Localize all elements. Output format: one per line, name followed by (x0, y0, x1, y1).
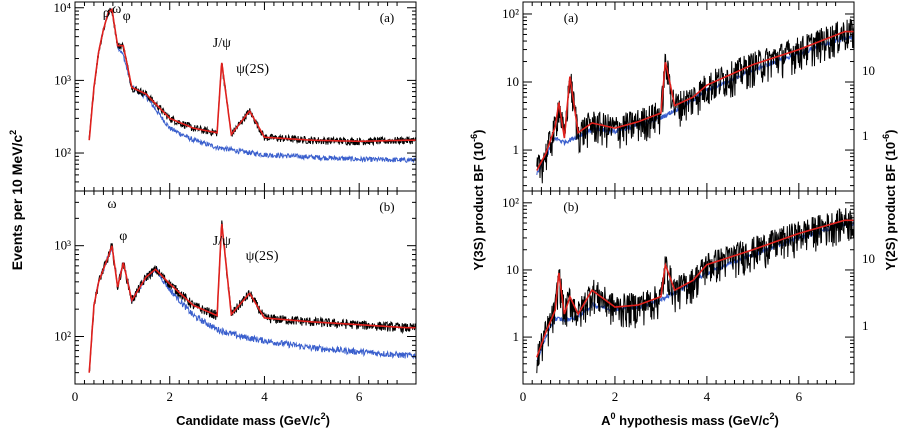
right-y-axis-title-3s: Υ(3S) product BF (10-6) (469, 130, 486, 271)
panel-frame (74, 1, 417, 192)
plot-area (536, 208, 854, 374)
peak-label: J/ψ (213, 234, 231, 249)
panel-label: (a) (564, 10, 578, 25)
fit-series (88, 7, 416, 143)
y2-tick-label: 10 (862, 63, 875, 78)
panel-label: (b) (379, 199, 394, 214)
peak-label: φ (123, 9, 131, 24)
background-series (88, 8, 416, 163)
right-x-axis-title: A0 hypothesis mass (GeV/c2) (601, 411, 779, 428)
left-y-axis-title: Events per 10 MeV/c2 (8, 130, 25, 270)
panel-4: 0 2 4 6 1 10 10² 1 10 (b) (502, 190, 875, 404)
panel-frame (74, 190, 417, 385)
y-tick-label: 10² (54, 329, 71, 344)
panel-label: (a) (380, 10, 394, 25)
y-tick-label: 10³ (54, 238, 71, 253)
peak-label: ω (112, 2, 121, 17)
peak-label: ψ(2S) (236, 62, 269, 77)
y-tick-label: 10 (506, 74, 519, 89)
x-tick-label: 6 (796, 389, 803, 404)
background-series (88, 246, 416, 372)
right-y-axis-title-2s: Υ(2S) product BF (10-6) (881, 130, 898, 271)
peak-label: ρ (103, 6, 110, 21)
left-x-axis-title: Candidate mass (GeV/c2) (176, 411, 330, 428)
y-tick-label: 1 (513, 329, 520, 344)
plot-area (536, 18, 854, 184)
panel-1: 10² 10³ 10⁴ (a) ρ ω φ J/ψ ψ(2S) (53, 0, 417, 192)
x-tick-label: 2 (166, 389, 173, 404)
x-tick-label: 4 (261, 389, 268, 404)
fit-series (536, 219, 854, 358)
data-series (536, 208, 854, 374)
y-tick-label: 10² (502, 6, 519, 21)
fit-series (88, 223, 416, 373)
y-tick-label: 1 (513, 142, 520, 157)
peak-label: φ (119, 229, 127, 244)
x-tick-label: 4 (704, 389, 711, 404)
y-tick-label: 10² (502, 195, 519, 210)
plot-area (88, 220, 416, 373)
peak-label: J/ψ (213, 36, 231, 51)
fit-series (536, 30, 854, 171)
x-tick-label: 0 (72, 389, 79, 404)
y2-tick-label: 1 (862, 318, 869, 333)
peak-label: ω (107, 197, 116, 212)
x-tick-label: 6 (356, 389, 363, 404)
x-tick-label: 0 (520, 389, 527, 404)
y-tick-label: 10³ (54, 72, 71, 87)
y2-tick-label: 10 (862, 251, 875, 266)
x-tick-label: 2 (612, 389, 619, 404)
plot-area (88, 7, 416, 163)
peak-label: ψ(2S) (246, 249, 279, 264)
panel-2: 0 2 4 6 10² 10³ (b) ω φ J/ψ ψ(2S) (54, 190, 417, 404)
data-series (89, 220, 416, 372)
panel-3: 1 10 10² 1 10 (a) (502, 1, 875, 192)
y-tick-label: 10² (54, 145, 71, 160)
y2-tick-label: 1 (862, 128, 869, 143)
panel-label: (b) (563, 199, 578, 214)
y-tick-label: 10⁴ (53, 0, 71, 15)
y-tick-label: 10 (506, 262, 519, 277)
